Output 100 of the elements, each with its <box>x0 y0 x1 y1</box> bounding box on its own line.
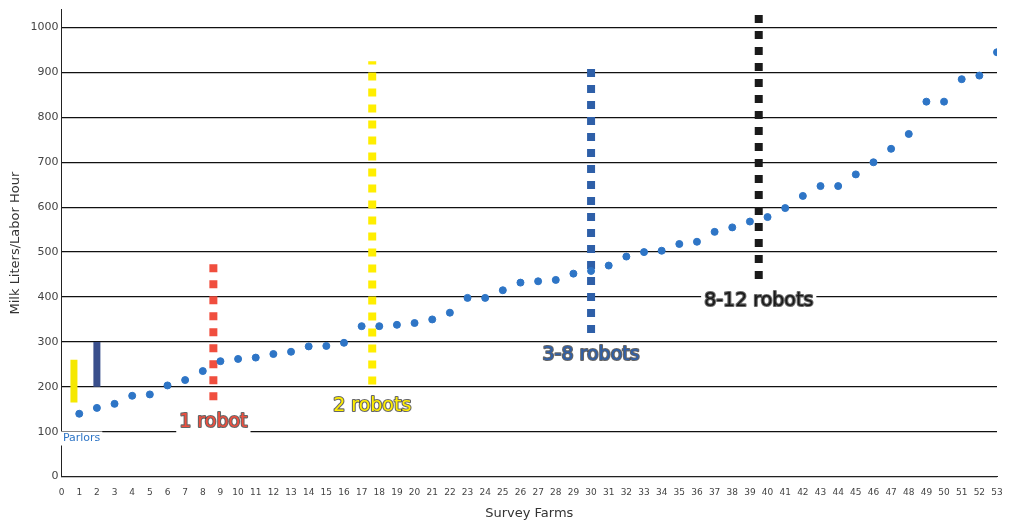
point <box>834 182 843 191</box>
x-tick-label: 22 <box>444 487 456 498</box>
point <box>445 308 454 317</box>
point <box>234 354 243 363</box>
y-tick-label: 900 <box>37 65 59 79</box>
x-tick-label: 32 <box>620 487 633 498</box>
point <box>745 217 754 226</box>
point <box>198 367 207 376</box>
point <box>640 248 649 257</box>
point <box>940 97 949 106</box>
point <box>322 341 331 350</box>
y-axis-title: Milk Liters/Labor Hour <box>7 171 23 315</box>
annotation: Parlors <box>62 431 101 445</box>
point <box>975 71 984 80</box>
point <box>410 319 419 328</box>
series-label: 1 robot <box>179 409 248 432</box>
y-tick-label: 0 <box>51 469 59 483</box>
x-tick-label: 27 <box>532 487 544 498</box>
x-tick-label: 4 <box>129 487 136 498</box>
x-tick-label: 19 <box>391 487 403 498</box>
point <box>798 191 807 200</box>
x-tick-label: 5 <box>146 487 153 498</box>
x-tick-label: 31 <box>602 487 615 498</box>
x-tick-label: 36 <box>691 487 703 498</box>
point <box>851 170 860 179</box>
x-axis-title: Survey Farms <box>485 504 574 520</box>
point <box>904 129 913 138</box>
x-tick-label: 42 <box>797 487 809 498</box>
point <box>622 252 631 261</box>
x-tick-label: 44 <box>832 487 845 498</box>
point <box>516 278 525 287</box>
point <box>375 322 384 331</box>
x-tick-label: 26 <box>514 487 527 498</box>
x-tick-label: 14 <box>302 487 315 498</box>
point <box>710 227 719 236</box>
point <box>269 350 278 359</box>
x-tick-label: 35 <box>673 487 686 498</box>
point <box>887 144 896 153</box>
x-tick-label: 2 <box>94 487 100 498</box>
x-tick-label: 6 <box>164 487 171 498</box>
x-tick-label: 33 <box>638 487 650 498</box>
x-tick-label: 10 <box>232 487 245 498</box>
point <box>75 409 84 418</box>
x-tick-label: 3 <box>111 487 118 498</box>
point <box>181 376 190 385</box>
point <box>728 223 737 232</box>
point <box>551 275 560 284</box>
point <box>357 322 366 331</box>
point <box>216 357 225 366</box>
point <box>692 237 701 246</box>
x-tick-label: 47 <box>885 487 897 498</box>
y-tick-label: 200 <box>37 379 59 393</box>
x-tick-label: 13 <box>285 487 297 498</box>
y-tick-label: 600 <box>37 200 59 214</box>
x-tick-label: 25 <box>497 487 509 498</box>
point <box>463 293 472 302</box>
point <box>675 240 684 248</box>
point <box>922 97 931 106</box>
point <box>287 347 296 356</box>
point <box>587 266 596 275</box>
point <box>781 204 790 213</box>
point <box>304 342 313 351</box>
y-tick-label: 300 <box>37 334 59 348</box>
x-tick-label: 43 <box>814 487 827 498</box>
y-tick-label: 500 <box>37 244 59 258</box>
y-tick-label: 100 <box>37 424 59 438</box>
series-label: 3-8 robots <box>542 341 640 364</box>
x-tick-label: 45 <box>850 487 862 498</box>
point <box>128 391 137 400</box>
y-tick-label: 800 <box>37 110 59 124</box>
point <box>816 182 825 191</box>
series-label: 8-12 robots <box>704 287 814 310</box>
y-tick-label: 400 <box>37 289 59 303</box>
x-tick-label: 16 <box>338 487 350 498</box>
x-tick-label: 21 <box>426 487 438 498</box>
point <box>339 338 348 347</box>
point <box>392 320 401 329</box>
x-tick-label: 15 <box>320 487 333 498</box>
y-tick-label: 1000 <box>30 20 59 34</box>
x-tick-label: 18 <box>373 487 386 498</box>
x-tick-label: 9 <box>217 487 224 498</box>
x-tick-label: 7 <box>182 487 189 498</box>
point <box>145 390 154 399</box>
x-tick-label: 17 <box>355 487 368 498</box>
point <box>428 315 437 324</box>
point <box>763 213 772 222</box>
x-tick-label: 48 <box>903 487 915 498</box>
x-tick-label: 39 <box>744 487 756 498</box>
x-tick-label: 1 <box>76 487 83 498</box>
x-tick-label: 53 <box>991 487 1003 498</box>
x-tick-label: 30 <box>585 487 598 498</box>
point <box>481 293 490 302</box>
point <box>251 353 260 362</box>
x-tick-label: 34 <box>655 487 668 498</box>
point <box>569 269 578 278</box>
x-tick-label: 23 <box>461 487 474 498</box>
x-tick-label: 49 <box>920 487 933 498</box>
x-tick-label: 11 <box>250 487 262 498</box>
x-tick-label: 37 <box>708 487 721 498</box>
x-tick-label: 8 <box>199 487 206 498</box>
